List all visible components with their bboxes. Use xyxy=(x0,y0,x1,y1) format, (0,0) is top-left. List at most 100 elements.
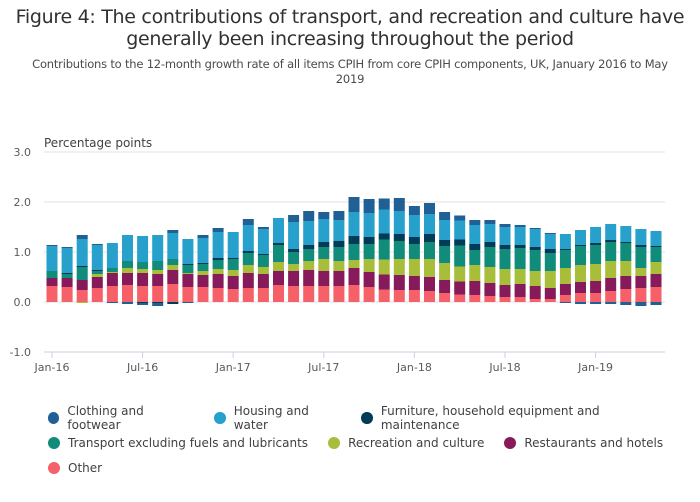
bar-segment[interactable] xyxy=(242,251,254,253)
bar-segment[interactable] xyxy=(76,267,88,280)
bar-segment[interactable] xyxy=(559,249,571,250)
bar-segment[interactable] xyxy=(590,302,602,304)
bar-segment[interactable] xyxy=(76,266,88,267)
bar-segment[interactable] xyxy=(197,235,209,238)
bar-segment[interactable] xyxy=(454,215,466,221)
bar-segment[interactable] xyxy=(605,242,617,261)
bar-segment[interactable] xyxy=(91,274,103,277)
bar-segment[interactable] xyxy=(348,244,360,260)
bar-segment[interactable] xyxy=(182,302,194,303)
bar-segment[interactable] xyxy=(363,287,375,302)
bar-segment[interactable] xyxy=(454,245,466,267)
bar-segment[interactable] xyxy=(152,270,164,274)
bar-segment[interactable] xyxy=(575,265,586,282)
bar-segment[interactable] xyxy=(61,247,73,248)
bar-segment[interactable] xyxy=(590,245,602,264)
bar-segment[interactable] xyxy=(408,276,420,290)
bar-segment[interactable] xyxy=(469,220,481,225)
bar-segment[interactable] xyxy=(227,270,239,276)
bar-segment[interactable] xyxy=(620,276,632,289)
bar-segment[interactable] xyxy=(378,209,390,234)
bar-segment[interactable] xyxy=(227,289,239,302)
bar-segment[interactable] xyxy=(363,213,375,237)
bar-segment[interactable] xyxy=(333,261,345,271)
bar-segment[interactable] xyxy=(273,218,284,243)
bar-segment[interactable] xyxy=(137,303,149,305)
bar-segment[interactable] xyxy=(559,268,571,284)
bar-segment[interactable] xyxy=(242,288,254,302)
bar-segment[interactable] xyxy=(439,263,451,280)
bar-segment[interactable] xyxy=(544,299,556,302)
bar-segment[interactable] xyxy=(348,197,360,212)
bar-segment[interactable] xyxy=(499,249,511,269)
bar-segment[interactable] xyxy=(529,228,541,229)
bar-segment[interactable] xyxy=(484,220,496,224)
bar-segment[interactable] xyxy=(469,225,481,244)
bar-segment[interactable] xyxy=(273,271,284,285)
bar-segment[interactable] xyxy=(106,272,118,273)
bar-segment[interactable] xyxy=(575,230,586,245)
bar-segment[interactable] xyxy=(273,262,284,271)
bar-segment[interactable] xyxy=(499,224,511,227)
bar-segment[interactable] xyxy=(650,302,662,305)
bar-segment[interactable] xyxy=(378,274,390,290)
bar-segment[interactable] xyxy=(559,284,571,295)
bar-segment[interactable] xyxy=(303,249,315,261)
bar-segment[interactable] xyxy=(106,286,118,302)
bar-segment[interactable] xyxy=(333,211,345,220)
bar-segment[interactable] xyxy=(499,297,511,302)
bar-segment[interactable] xyxy=(106,302,118,303)
bar-segment[interactable] xyxy=(439,212,451,220)
bar-segment[interactable] xyxy=(273,285,284,302)
bar-segment[interactable] xyxy=(303,245,315,249)
bar-segment[interactable] xyxy=(378,289,390,303)
bar-segment[interactable] xyxy=(91,271,103,274)
bar-segment[interactable] xyxy=(152,261,164,270)
bar-segment[interactable] xyxy=(333,241,345,247)
bar-segment[interactable] xyxy=(575,282,586,293)
bar-segment[interactable] xyxy=(288,252,300,264)
bar-segment[interactable] xyxy=(348,236,360,244)
bar-segment[interactable] xyxy=(635,268,647,276)
bar-segment[interactable] xyxy=(333,286,345,302)
bar-segment[interactable] xyxy=(408,215,420,237)
bar-segment[interactable] xyxy=(318,212,330,219)
bar-segment[interactable] xyxy=(318,259,330,271)
bar-segment[interactable] xyxy=(318,242,330,247)
bar-segment[interactable] xyxy=(122,235,133,261)
bar-segment[interactable] xyxy=(484,283,496,296)
bar-segment[interactable] xyxy=(454,281,466,295)
bar-segment[interactable] xyxy=(559,295,571,302)
bar-segment[interactable] xyxy=(620,289,632,302)
bar-segment[interactable] xyxy=(257,267,269,274)
bar-segment[interactable] xyxy=(106,243,118,268)
bar-segment[interactable] xyxy=(378,233,390,240)
bar-segment[interactable] xyxy=(590,227,602,243)
bar-segment[interactable] xyxy=(605,291,617,302)
bar-segment[interactable] xyxy=(46,246,58,271)
bar-segment[interactable] xyxy=(424,242,435,259)
bar-segment[interactable] xyxy=(288,264,300,271)
bar-segment[interactable] xyxy=(303,211,315,221)
bar-segment[interactable] xyxy=(167,302,179,304)
bar-segment[interactable] xyxy=(182,274,194,287)
bar-segment[interactable] xyxy=(514,297,526,302)
bar-segment[interactable] xyxy=(439,246,451,263)
bar-segment[interactable] xyxy=(575,245,586,246)
bar-segment[interactable] xyxy=(499,269,511,285)
bar-segment[interactable] xyxy=(544,234,556,249)
legend-item-transport[interactable]: Transport excluding fuels and lubricants xyxy=(48,436,308,450)
bar-segment[interactable] xyxy=(46,271,58,278)
bar-segment[interactable] xyxy=(76,302,88,303)
bar-segment[interactable] xyxy=(439,240,451,246)
bar-segment[interactable] xyxy=(408,206,420,215)
bar-segment[interactable] xyxy=(439,220,451,240)
bar-segment[interactable] xyxy=(182,239,194,264)
bar-segment[interactable] xyxy=(454,294,466,303)
bar-segment[interactable] xyxy=(393,290,405,302)
bar-segment[interactable] xyxy=(122,285,133,302)
bar-segment[interactable] xyxy=(288,222,300,249)
bar-segment[interactable] xyxy=(529,229,541,247)
bar-segment[interactable] xyxy=(620,261,632,276)
bar-segment[interactable] xyxy=(257,229,269,254)
